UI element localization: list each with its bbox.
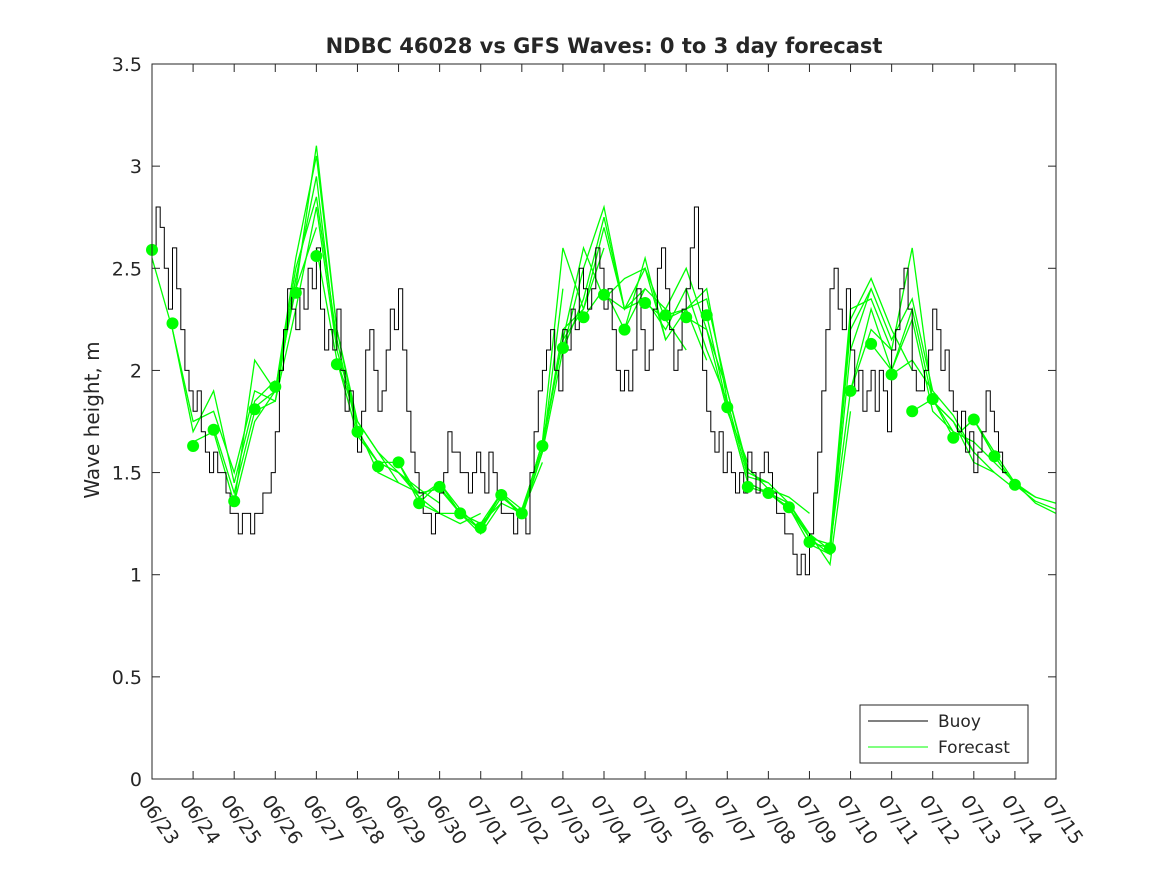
analysis-point (536, 440, 549, 452)
y-axis: 0 0.5 1 1.5 2 2.5 3 3.5 (112, 54, 1056, 791)
legend-label-forecast: Forecast (938, 738, 1010, 758)
analysis-point (310, 250, 323, 262)
analysis-point (351, 425, 364, 438)
analysis-point (372, 460, 384, 473)
analysis-point (680, 311, 693, 324)
analysis-point (577, 311, 590, 324)
y-tick-label: 3 (130, 156, 142, 178)
analysis-point (988, 450, 1001, 463)
analysis-point (906, 405, 919, 418)
y-axis-label: Wave height, m (80, 341, 104, 498)
analysis-point (474, 521, 487, 534)
forecast-run-4 (212, 206, 338, 496)
analysis-point (248, 403, 261, 416)
analysis-point (721, 401, 734, 414)
analysis-point (392, 456, 405, 469)
y-tick-label: 2.5 (112, 258, 142, 280)
analysis-point (556, 342, 569, 354)
analysis-point (330, 358, 343, 371)
y-tick-label: 3.5 (112, 54, 142, 76)
legend-box (859, 704, 1029, 764)
plot-area (146, 63, 1057, 780)
y-tick-label: 1 (130, 565, 142, 587)
analysis-point (1008, 478, 1021, 491)
analysis-point (495, 489, 508, 501)
analysis-point (885, 368, 898, 381)
analysis-point (433, 480, 446, 493)
analysis-point (618, 323, 631, 336)
y-tick-label: 0.5 (112, 667, 142, 689)
plot-background (152, 64, 1056, 779)
analysis-point (289, 286, 302, 299)
analysis-point (413, 497, 426, 510)
analysis-point (515, 507, 528, 520)
analysis-point (762, 487, 775, 499)
analysis-point (187, 440, 200, 452)
analysis-point (454, 507, 467, 520)
analysis-point (926, 393, 939, 405)
analysis-point (700, 309, 713, 322)
y-tick-label: 1.5 (112, 463, 142, 485)
analysis-point (782, 501, 795, 514)
analysis-point (228, 495, 241, 508)
analysis-point (207, 423, 220, 436)
analysis-point (803, 536, 816, 548)
analysis-point (659, 309, 672, 322)
legend: Buoy Forecast (859, 704, 1029, 764)
analysis-point (824, 542, 836, 555)
analysis-point (166, 317, 179, 330)
analysis-point (269, 380, 282, 393)
chart-title: NDBC 46028 vs GFS Waves: 0 to 3 day fore… (326, 34, 883, 58)
legend-label-buoy: Buoy (938, 712, 981, 732)
forecast-run-23 (603, 287, 728, 402)
analysis-points (146, 243, 1021, 555)
analysis-point (598, 288, 610, 301)
analysis-point (844, 384, 857, 397)
y-tick-label: 0 (130, 769, 142, 791)
analysis-point (741, 480, 754, 493)
analysis-point (967, 413, 980, 426)
y-tick-label: 2 (130, 360, 142, 382)
analysis-point (947, 431, 960, 444)
analysis-point (639, 297, 652, 309)
analysis-point (865, 337, 878, 350)
